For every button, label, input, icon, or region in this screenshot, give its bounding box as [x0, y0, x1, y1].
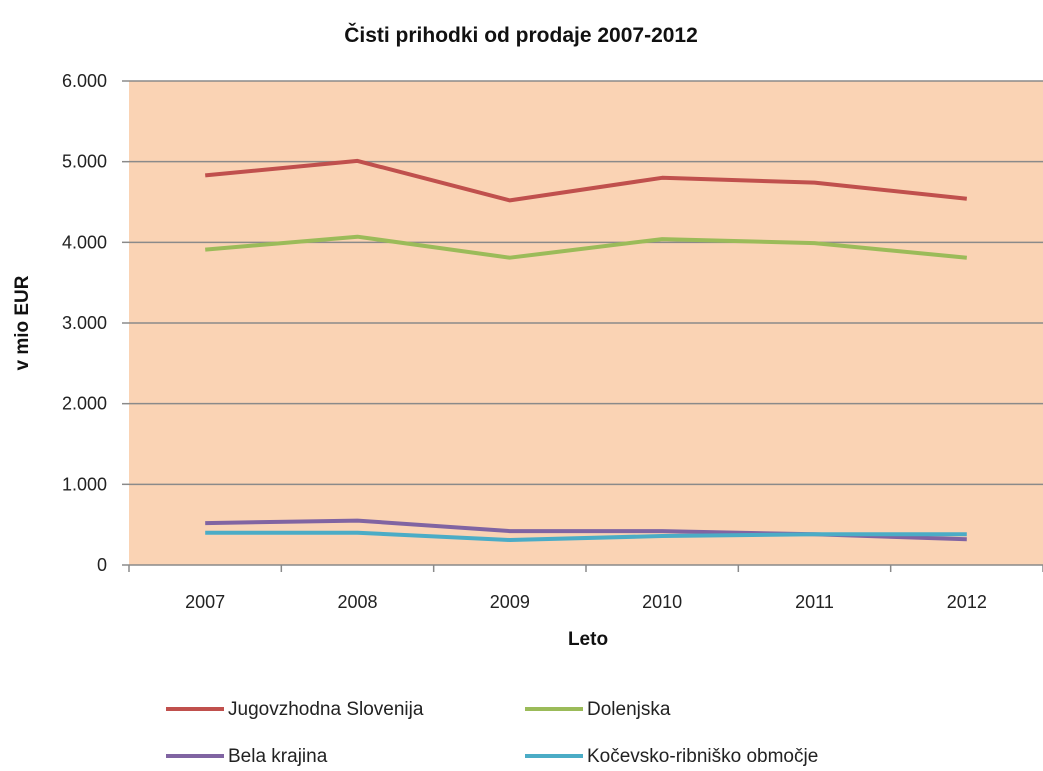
x-axis-title: Leto	[568, 629, 608, 650]
y-axis-ticks: 0 1.000 2.000 3.000 4.000 5.000 6.000	[62, 71, 129, 575]
y-tick-label: 2.000	[62, 394, 107, 414]
chart-title: Čisti prihodki od prodaje 2007-2012	[344, 23, 698, 47]
x-tick-label: 2008	[337, 592, 377, 612]
legend-label: Bela krajina	[228, 746, 328, 767]
x-tick-label: 2010	[642, 592, 682, 612]
x-tick-label: 2012	[947, 592, 987, 612]
y-tick-label: 3.000	[62, 313, 107, 333]
series-lines	[205, 158, 968, 542]
legend-label: Kočevsko-ribniško območje	[587, 746, 818, 767]
x-axis: 2007 2008 2009 2010 2011 2012	[128, 564, 1043, 612]
y-tick-label: 0	[97, 555, 107, 575]
legend: Jugovzhodna Slovenija Dolenjska Bela kraji…	[166, 699, 818, 767]
y-tick-label: 4.000	[62, 232, 107, 252]
legend-label: Jugovzhodna Slovenija	[228, 699, 424, 720]
x-tick-label: 2011	[795, 592, 834, 612]
y-tick-label: 1.000	[62, 474, 107, 494]
x-tick-label: 2007	[185, 592, 225, 612]
x-tick-label: 2009	[490, 592, 530, 612]
y-axis-title: v mio EUR	[12, 275, 33, 370]
legend-label: Dolenjska	[587, 699, 671, 720]
series-line-1	[205, 158, 968, 203]
series-line-4	[205, 530, 967, 542]
y-tick-label: 5.000	[62, 152, 107, 172]
series-line-2	[205, 234, 967, 260]
y-tick-label: 6.000	[62, 71, 107, 91]
